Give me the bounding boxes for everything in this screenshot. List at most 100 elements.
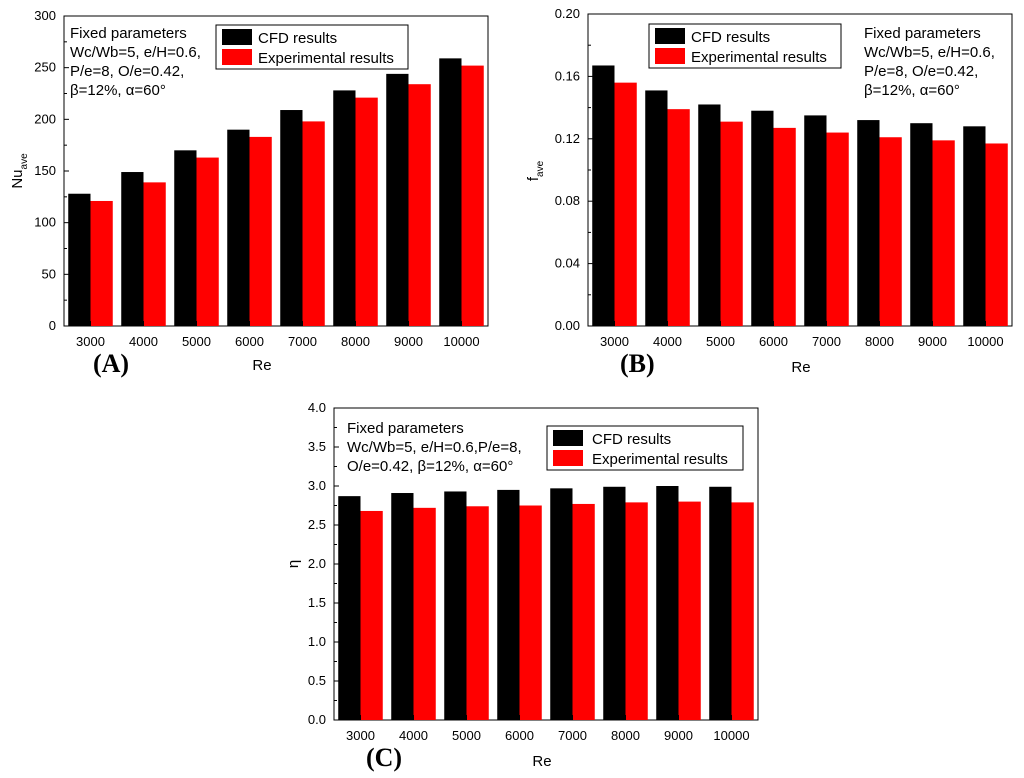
legend-label-cfd: CFD results <box>592 431 671 448</box>
bar-cfd-6000 <box>227 129 250 326</box>
bar-experimental-7000 <box>572 503 595 720</box>
bar-experimental-3000 <box>360 510 383 720</box>
bar-experimental-3000 <box>90 200 113 326</box>
panel-a: 0 50 100 150 200 250 300 3000 4000 5000 6000 7000 8… <box>9 8 489 378</box>
y-tick-label: 0.16 <box>555 68 580 83</box>
panel-label: (B) <box>620 349 655 378</box>
x-tick-label: 8000 <box>341 334 370 349</box>
x-tick-label: 6000 <box>235 334 264 349</box>
x-axis-ticks: 3000 4000 5000 6000 7000 8000 9000 10000 <box>76 321 480 349</box>
x-tick-label: 5000 <box>452 728 481 743</box>
y-tick-label: 0.12 <box>555 131 580 146</box>
bar-cfd-9000 <box>910 123 933 326</box>
legend-swatch-experimental <box>655 48 685 64</box>
y-tick-label: 0.04 <box>555 256 580 271</box>
x-tick-label: 7000 <box>812 334 841 349</box>
fixed-parameters-note: Fixed parameters Wc/Wb=5, e/H=0.6, P/e=8… <box>864 25 999 99</box>
y-tick-label: 300 <box>34 8 56 23</box>
fixed-parameters-note: Fixed parameters Wc/Wb=5, e/H=0.6,P/e=8,… <box>347 420 526 475</box>
bar-experimental-3000 <box>614 82 637 326</box>
bar-cfd-4000 <box>121 172 144 326</box>
bar-cfd-7000 <box>804 115 827 327</box>
x-tick-label: 4000 <box>399 728 428 743</box>
y-tick-label: 3.5 <box>308 439 326 454</box>
bar-experimental-10000 <box>461 65 484 326</box>
bar-cfd-4000 <box>645 90 668 326</box>
bar-experimental-5000 <box>466 506 489 720</box>
x-tick-label: 3000 <box>346 728 375 743</box>
y-tick-label: 0.08 <box>555 193 580 208</box>
x-tick-label: 3000 <box>76 334 105 349</box>
legend-label-cfd: CFD results <box>691 29 770 46</box>
bar-experimental-4000 <box>667 109 690 326</box>
bar-experimental-4000 <box>143 182 166 326</box>
y-axis-ticks: 0.0 0.5 1.0 1.5 2.0 2.5 3.0 3.5 4.0 <box>308 400 339 727</box>
x-axis-label: Re <box>252 357 271 374</box>
bar-experimental-6000 <box>249 136 272 326</box>
bar-experimental-9000 <box>408 84 431 326</box>
bar-cfd-5000 <box>698 104 721 326</box>
y-tick-label: 150 <box>34 163 56 178</box>
y-tick-label: 0.0 <box>308 712 326 727</box>
bar-cfd-8000 <box>333 90 356 327</box>
bar-cfd-10000 <box>439 58 462 327</box>
x-tick-label: 8000 <box>611 728 640 743</box>
y-axis-ticks: 0.00 0.04 0.08 0.12 0.16 0.20 <box>555 6 593 333</box>
y-tick-label: 0 <box>49 318 56 333</box>
bar-cfd-8000 <box>857 120 880 326</box>
bar-group <box>338 486 754 720</box>
bar-cfd-3000 <box>68 193 91 326</box>
x-tick-label: 9000 <box>664 728 693 743</box>
y-tick-label: 1.5 <box>308 595 326 610</box>
bar-cfd-7000 <box>280 110 303 326</box>
bar-experimental-5000 <box>196 157 219 326</box>
y-tick-label: 250 <box>34 60 56 75</box>
x-tick-label: 10000 <box>443 334 479 349</box>
legend-swatch-cfd <box>553 430 583 446</box>
x-axis-label: Re <box>532 753 551 770</box>
bar-experimental-10000 <box>731 502 754 720</box>
x-tick-label: 10000 <box>967 334 1003 349</box>
bar-experimental-8000 <box>625 502 648 720</box>
x-tick-label: 5000 <box>706 334 735 349</box>
legend-label-experimental: Experimental results <box>691 49 827 66</box>
bar-experimental-8000 <box>879 137 902 326</box>
bar-cfd-3000 <box>592 65 615 326</box>
panel-b: 0.00 0.04 0.08 0.12 0.16 0.20 3000 4000 5000 600… <box>525 6 1013 378</box>
x-axis-ticks: 3000 4000 5000 6000 7000 8000 9000 10000 <box>600 321 1004 349</box>
legend: CFD results Experimental results <box>648 23 842 69</box>
legend: CFD results Experimental results <box>546 425 744 471</box>
y-tick-label: 3.0 <box>308 478 326 493</box>
bar-experimental-4000 <box>413 507 436 720</box>
y-tick-label: 0.5 <box>308 673 326 688</box>
x-tick-label: 9000 <box>918 334 947 349</box>
panel-label: (C) <box>366 743 402 772</box>
y-tick-label: 50 <box>42 266 56 281</box>
y-tick-label: 2.0 <box>308 556 326 571</box>
y-tick-label: 4.0 <box>308 400 326 415</box>
bar-cfd-4000 <box>391 493 414 720</box>
bar-group <box>68 58 484 327</box>
bar-cfd-7000 <box>550 488 573 720</box>
bar-experimental-10000 <box>985 143 1008 326</box>
x-tick-label: 9000 <box>394 334 423 349</box>
x-tick-label: 7000 <box>558 728 587 743</box>
x-tick-label: 8000 <box>865 334 894 349</box>
x-tick-label: 3000 <box>600 334 629 349</box>
bar-experimental-7000 <box>302 121 325 327</box>
bar-experimental-9000 <box>932 140 955 326</box>
y-tick-label: 1.0 <box>308 634 326 649</box>
x-tick-label: 5000 <box>182 334 211 349</box>
bar-group <box>592 65 1008 327</box>
legend-label-cfd: CFD results <box>258 30 337 47</box>
y-axis-label: η <box>285 560 302 568</box>
y-tick-label: 100 <box>34 215 56 230</box>
x-tick-label: 4000 <box>129 334 158 349</box>
bar-cfd-5000 <box>174 150 197 326</box>
y-axis-label: fave <box>525 160 546 181</box>
bar-experimental-7000 <box>826 132 849 326</box>
bar-experimental-6000 <box>519 505 542 720</box>
bar-cfd-8000 <box>603 486 626 720</box>
bar-cfd-10000 <box>963 126 986 326</box>
